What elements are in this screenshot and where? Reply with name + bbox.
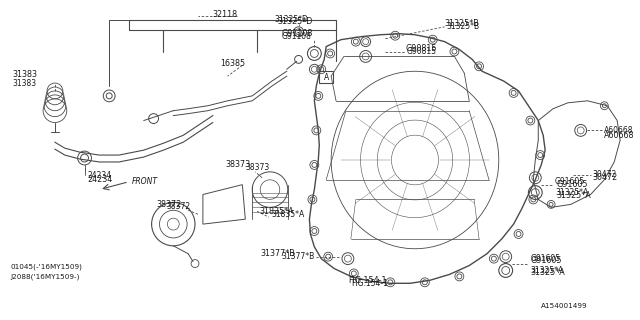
Text: 31325*B: 31325*B: [447, 22, 479, 31]
Text: 38372: 38372: [166, 202, 191, 211]
Text: 31325*B: 31325*B: [445, 20, 479, 28]
Text: FIG.154-1: FIG.154-1: [348, 276, 387, 285]
Text: G91108: G91108: [282, 32, 312, 41]
Text: 30472: 30472: [593, 173, 618, 182]
Text: 31835*A: 31835*A: [271, 210, 304, 219]
Text: 30472: 30472: [593, 170, 617, 179]
Text: FRONT: FRONT: [132, 177, 158, 186]
Text: 38373: 38373: [245, 164, 269, 172]
Text: 31377*B: 31377*B: [282, 252, 315, 261]
Text: G91605: G91605: [555, 177, 585, 186]
Text: 38372: 38372: [157, 200, 182, 209]
Text: FIG.154-1: FIG.154-1: [351, 279, 388, 288]
Text: 01045(-'16MY1509): 01045(-'16MY1509): [10, 263, 83, 270]
Text: 31325*D: 31325*D: [278, 17, 313, 27]
Text: G91605: G91605: [556, 180, 588, 189]
Text: 31325*A: 31325*A: [531, 268, 565, 277]
Text: 24234: 24234: [88, 175, 113, 184]
Text: 31325*A: 31325*A: [531, 266, 564, 275]
Text: A: A: [324, 73, 329, 82]
Text: 31377*B: 31377*B: [260, 249, 295, 258]
Text: A60668: A60668: [604, 126, 634, 135]
Text: G91605: G91605: [531, 256, 562, 265]
Text: 31325*A: 31325*A: [556, 191, 591, 200]
Text: G90815: G90815: [405, 44, 436, 53]
Text: G90815: G90815: [407, 47, 437, 56]
Text: A60668: A60668: [604, 131, 635, 140]
Text: G91108: G91108: [282, 29, 313, 38]
Text: 31325*D: 31325*D: [275, 15, 308, 24]
Text: A154001499: A154001499: [541, 303, 588, 309]
Text: G91605: G91605: [531, 254, 561, 263]
Text: 16385: 16385: [220, 59, 244, 68]
Text: 31835*A: 31835*A: [259, 207, 294, 216]
Text: 31325*A: 31325*A: [555, 188, 588, 197]
Text: 32118: 32118: [212, 10, 238, 19]
Text: 24234: 24234: [88, 171, 111, 180]
Text: 31383: 31383: [13, 70, 38, 79]
Text: J2088('16MY1509-): J2088('16MY1509-): [10, 273, 80, 280]
Text: 31383: 31383: [13, 79, 36, 88]
Text: 38373: 38373: [225, 160, 251, 169]
